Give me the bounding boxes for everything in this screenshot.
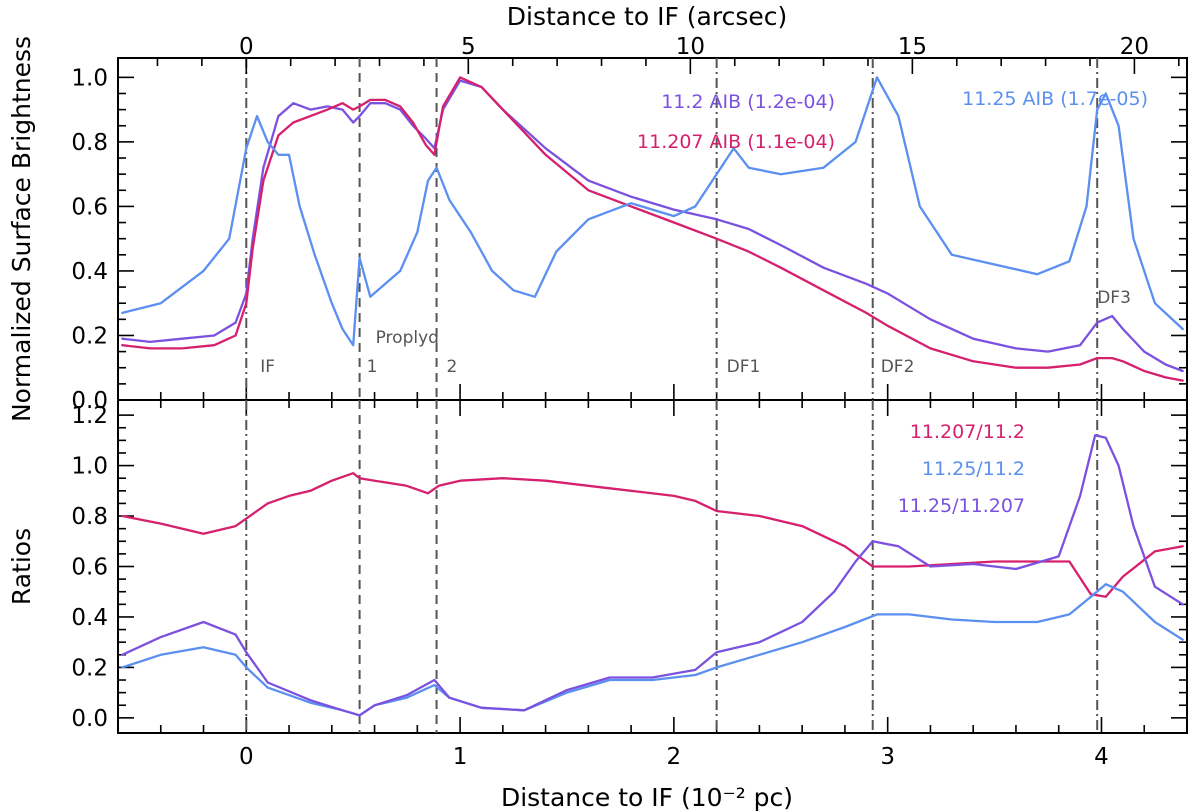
legend-entry: 11.2 AIB (1.2e-04) [661,91,835,113]
marker-label: 2 [447,357,458,377]
ratio-ytick-label: 0.2 [71,655,108,681]
bottom-axis-label: Distance to IF (10⁻² pc) [501,783,793,811]
xtick-label-bottom: 3 [880,744,895,770]
brightness-ytick-label: 0.8 [71,130,108,156]
ratio-ytick-label: 0.0 [71,706,108,732]
brightness-ytick-label: 1.0 [71,65,108,91]
legend-entry: 11.25 AIB (1.7e-05) [962,88,1148,110]
legend-entry: 11.25/11.207 [898,495,1025,517]
ratio-ytick-label: 0.6 [71,555,108,581]
xtick-label-top: 0 [239,34,254,60]
brightness-ylabel: Normalized Surface Brightness [7,36,36,422]
marker-label: DF1 [727,357,761,377]
brightness-series-line-1 [121,76,1184,382]
ratio-series-line-0 [121,472,1184,598]
marker-label: DF2 [881,357,915,377]
ratio-series-line-1 [121,583,1184,717]
xtick-label-bottom: 1 [453,744,468,770]
ratio-ytick-label: 1.0 [71,454,108,480]
marker-label: DF3 [1097,288,1131,308]
marker-label: IF [260,357,275,377]
surface-brightness-panel: 0.0 0.2 0.4 0.6 0.8 1.0 11.2 AIB (1.2e-04) 11.2… [7,34,1188,422]
brightness-ytick-label: 0.6 [71,194,108,220]
top-axis-label: Distance to IF (arcsec) [507,2,787,31]
ratio-series-line-2 [121,434,1184,717]
xtick-label-top: 5 [461,34,476,60]
brightness-ytick-label: 0.2 [71,323,108,349]
xtick-label-bottom: 0 [239,744,254,770]
marker-label: 1 [367,357,378,377]
ratios-panel: 0.0 0.2 0.4 0.6 0.8 1.0 1.2 11.207/11.2 11.25/11… [7,399,1188,770]
ratio-ytick-label: 0.8 [71,504,108,530]
legend-entry: 11.207/11.2 [910,421,1025,443]
xtick-label-top: 15 [898,34,927,60]
ratio-ytick-label: 1.2 [71,403,108,429]
brightness-series-line-2 [121,76,1184,347]
xtick-label-bottom: 2 [667,744,682,770]
xtick-label-bottom: 4 [1094,744,1109,770]
legend-entry: 11.207 AIB (1.1e-04) [637,131,835,153]
ratio-ytick-label: 0.4 [71,605,108,631]
xtick-label-top: 20 [1120,34,1149,60]
brightness-ytick-label: 0.0 [71,388,108,414]
brightness-series-line-0 [121,79,1184,373]
ratio-ylabel: Ratios [7,528,36,605]
legend-entry: 11.25/11.2 [922,458,1025,480]
xtick-label-top: 10 [676,34,705,60]
proplyd-annotation: Proplyd [376,328,439,348]
brightness-ytick-label: 0.4 [71,259,108,285]
